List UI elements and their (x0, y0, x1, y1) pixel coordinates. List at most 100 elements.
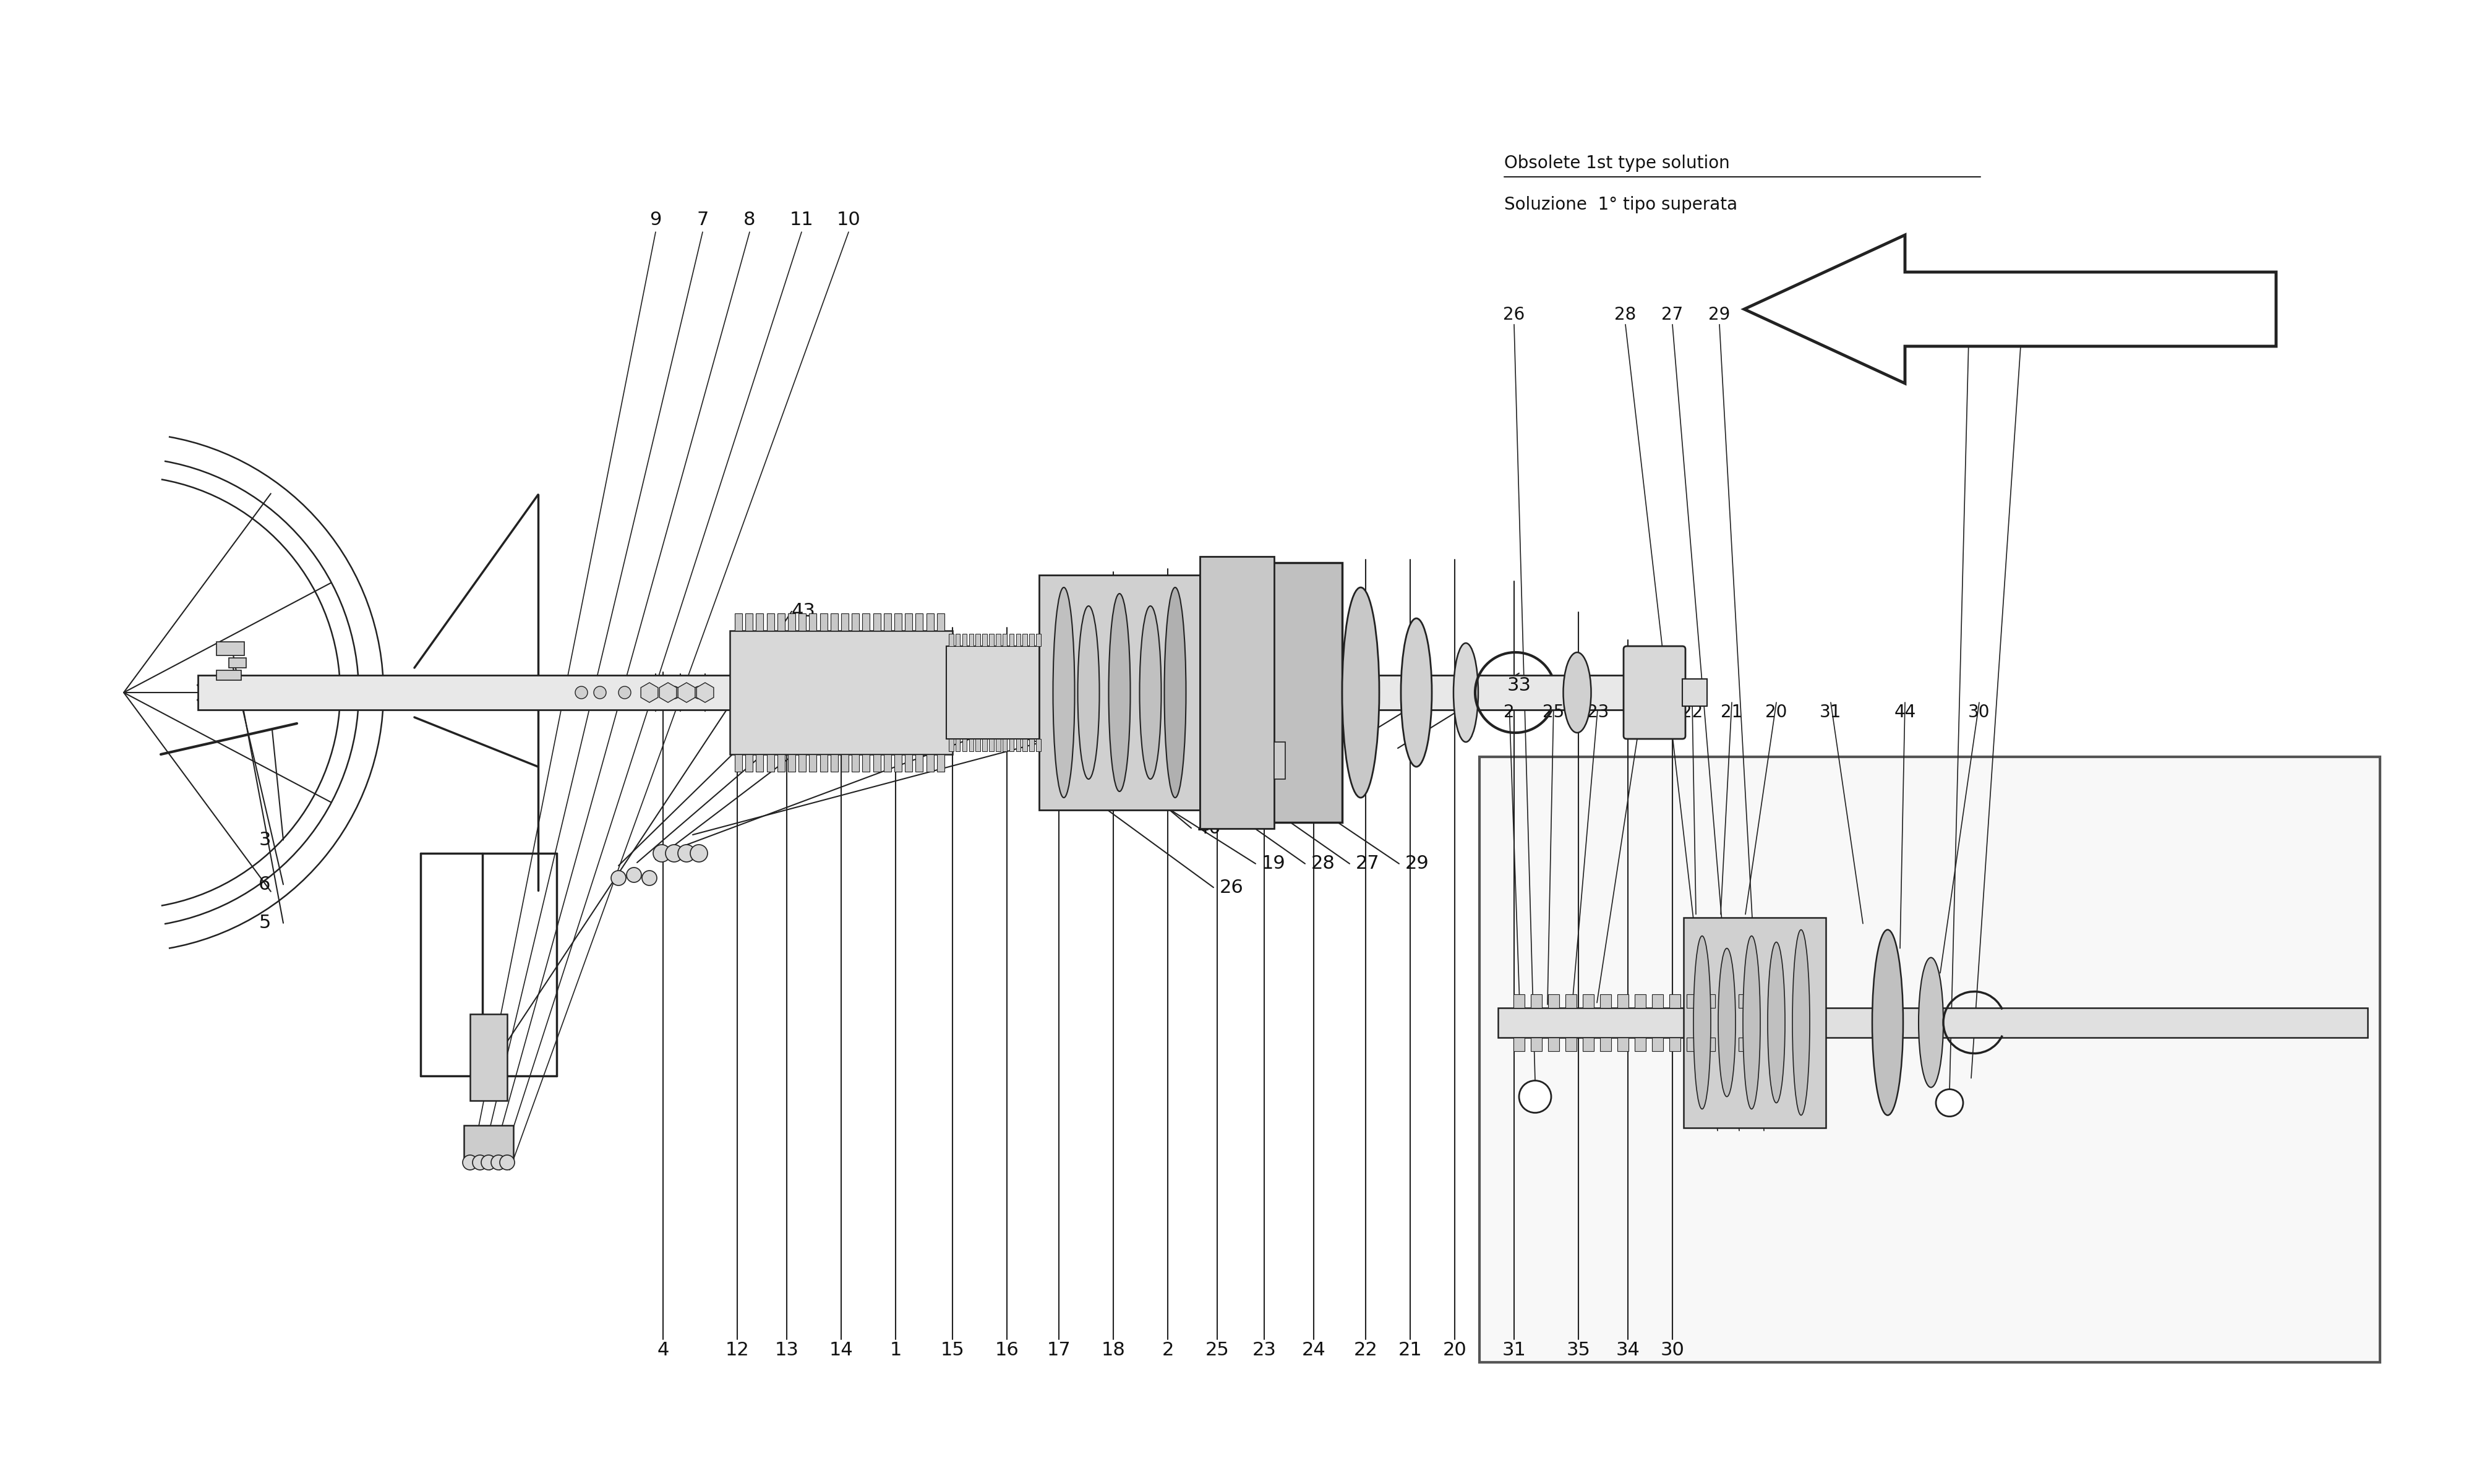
Bar (990, 634, 995, 646)
FancyBboxPatch shape (1479, 757, 2380, 1362)
FancyBboxPatch shape (945, 646, 1044, 739)
Bar (883, 613, 891, 631)
Circle shape (643, 686, 656, 699)
Ellipse shape (1165, 588, 1185, 798)
Bar (1037, 634, 1042, 646)
Bar (962, 634, 967, 646)
Text: 34: 34 (1616, 1342, 1640, 1359)
Text: 17: 17 (1047, 1342, 1071, 1359)
Bar (990, 739, 995, 751)
Ellipse shape (1455, 643, 1479, 742)
Bar (1670, 994, 1680, 1008)
Circle shape (668, 686, 680, 699)
Text: 21: 21 (1722, 703, 1742, 721)
Circle shape (653, 844, 670, 862)
Circle shape (643, 871, 658, 886)
Circle shape (690, 844, 708, 862)
Bar (1549, 994, 1559, 1008)
Text: 30: 30 (1969, 703, 1989, 721)
FancyBboxPatch shape (218, 671, 242, 680)
FancyBboxPatch shape (465, 1125, 515, 1162)
Text: 21: 21 (1398, 1342, 1423, 1359)
Ellipse shape (1564, 653, 1591, 733)
Bar (831, 754, 839, 772)
Text: 29: 29 (1405, 855, 1430, 873)
Text: 23: 23 (1588, 703, 1608, 721)
Bar (799, 613, 807, 631)
Bar (975, 739, 980, 751)
Text: 24: 24 (1301, 1342, 1326, 1359)
Text: 12: 12 (725, 1342, 750, 1359)
Bar (1583, 994, 1593, 1008)
Bar (787, 613, 797, 631)
Bar (1009, 634, 1014, 646)
Text: 26: 26 (1220, 879, 1244, 896)
Bar (955, 739, 960, 751)
Circle shape (1935, 1089, 1964, 1116)
Text: 42: 42 (836, 644, 861, 662)
Circle shape (1519, 1080, 1551, 1113)
Text: 26: 26 (1504, 306, 1524, 324)
Text: 13: 13 (774, 1342, 799, 1359)
Bar (1029, 634, 1034, 646)
Circle shape (500, 1155, 515, 1169)
Bar (777, 613, 784, 631)
Text: 6: 6 (260, 876, 270, 893)
Ellipse shape (1141, 605, 1160, 779)
Text: 10: 10 (836, 211, 861, 229)
Text: Soluzione  1° tipo superata: Soluzione 1° tipo superata (1504, 196, 1737, 214)
Bar (757, 613, 764, 631)
Text: 14: 14 (829, 1342, 854, 1359)
Circle shape (463, 1155, 477, 1169)
Text: 22: 22 (1353, 1342, 1378, 1359)
Text: 11: 11 (789, 211, 814, 229)
Bar (841, 754, 849, 772)
Bar (950, 634, 952, 646)
Ellipse shape (1791, 929, 1811, 1116)
Bar (841, 613, 849, 631)
Text: 34: 34 (2024, 282, 2044, 300)
Text: 27: 27 (1663, 306, 1682, 324)
Bar (1653, 994, 1663, 1008)
Bar (925, 754, 933, 772)
Ellipse shape (1054, 588, 1074, 798)
Bar (1687, 1037, 1697, 1051)
FancyBboxPatch shape (218, 641, 245, 656)
Bar (1022, 739, 1027, 751)
Text: 25: 25 (1544, 703, 1564, 721)
Bar (905, 613, 913, 631)
Bar (1601, 994, 1611, 1008)
Bar (955, 634, 960, 646)
Bar (982, 739, 987, 751)
Text: 18: 18 (1101, 1342, 1126, 1359)
Bar (1687, 994, 1697, 1008)
Bar (767, 754, 774, 772)
Bar (1017, 739, 1022, 751)
Bar (1635, 994, 1645, 1008)
Text: 33: 33 (1969, 282, 1989, 300)
Text: 2: 2 (1163, 1342, 1173, 1359)
Bar (1601, 1037, 1611, 1051)
Text: 16: 16 (995, 1342, 1019, 1359)
Bar (915, 754, 923, 772)
Bar (873, 754, 881, 772)
Bar (1531, 994, 1541, 1008)
FancyBboxPatch shape (1039, 574, 1200, 810)
FancyBboxPatch shape (228, 657, 247, 668)
Bar (962, 739, 967, 751)
Text: 39: 39 (928, 644, 952, 662)
Circle shape (693, 686, 705, 699)
Text: 9: 9 (651, 211, 661, 229)
Bar (1566, 994, 1576, 1008)
Bar (873, 613, 881, 631)
Ellipse shape (1341, 588, 1380, 798)
Text: 8: 8 (745, 211, 755, 229)
Text: 29: 29 (1710, 306, 1729, 324)
Ellipse shape (1079, 605, 1098, 779)
Bar (1022, 634, 1027, 646)
Text: 22: 22 (1682, 703, 1702, 721)
Polygon shape (1744, 234, 2276, 383)
Text: Obsolete 1st type solution: Obsolete 1st type solution (1504, 154, 1729, 172)
Text: 30: 30 (1660, 1342, 1685, 1359)
Circle shape (490, 1155, 507, 1169)
